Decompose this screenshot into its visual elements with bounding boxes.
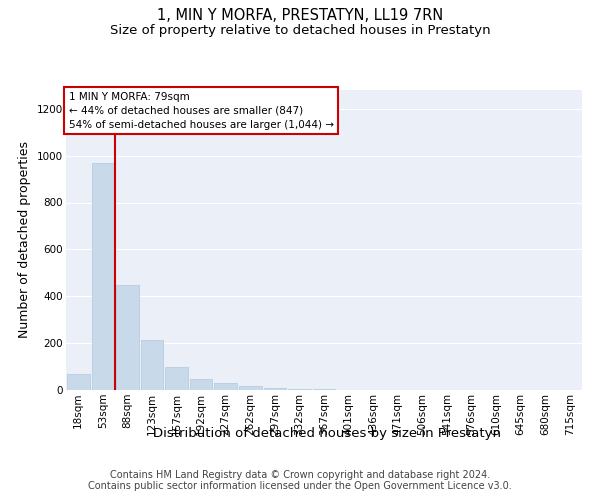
Bar (165, 366, 188, 390)
Bar (92, 162, 114, 390)
Text: 1 MIN Y MORFA: 79sqm
← 44% of detached houses are smaller (847)
54% of semi-deta: 1 MIN Y MORFA: 79sqm ← 44% of detached h… (68, 92, 334, 130)
Text: Contains public sector information licensed under the Open Government Licence v3: Contains public sector information licen… (88, 481, 512, 491)
Bar (239, 386, 262, 390)
Text: Distribution of detached houses by size in Prestatyn: Distribution of detached houses by size … (153, 428, 501, 440)
Bar (263, 388, 286, 390)
Y-axis label: Number of detached properties: Number of detached properties (19, 142, 31, 338)
Bar (67, 374, 89, 390)
Text: 1, MIN Y MORFA, PRESTATYN, LL19 7RN: 1, MIN Y MORFA, PRESTATYN, LL19 7RN (157, 8, 443, 22)
Bar (140, 340, 163, 390)
Bar (190, 379, 212, 390)
Bar (116, 284, 139, 390)
Text: Contains HM Land Registry data © Crown copyright and database right 2024.: Contains HM Land Registry data © Crown c… (110, 470, 490, 480)
Text: Size of property relative to detached houses in Prestatyn: Size of property relative to detached ho… (110, 24, 490, 37)
Bar (214, 384, 237, 390)
Bar (288, 388, 311, 390)
